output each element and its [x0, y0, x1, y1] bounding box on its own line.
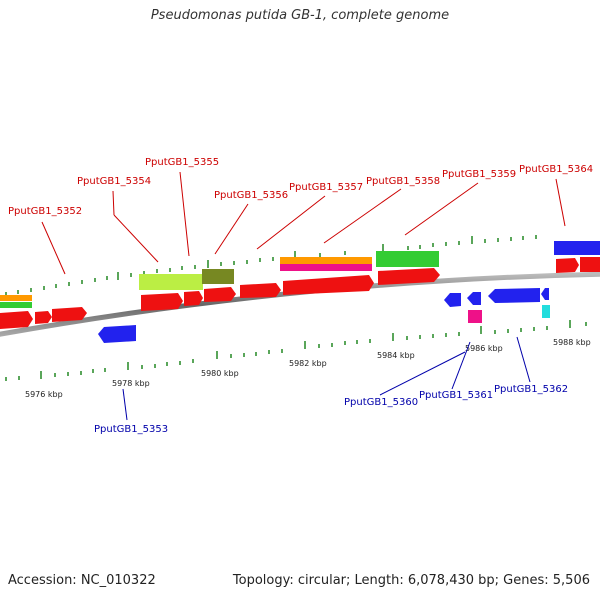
scale-label-5978: 5978 kbp: [112, 379, 150, 388]
scale-label-5980: 5980 kbp: [201, 369, 239, 378]
feature-blue-top[interactable]: [554, 241, 600, 255]
gene-label-5356[interactable]: PputGB1_5356: [214, 190, 288, 201]
cds-arrow-reverse[interactable]: [444, 293, 461, 307]
cds-arrow-reverse[interactable]: [541, 288, 549, 300]
gene-label-5359[interactable]: PputGB1_5359: [442, 169, 516, 180]
lower-tick-track: [5, 320, 587, 381]
scale-label-5976: 5976 kbp: [25, 390, 63, 399]
bottom-gene-labels: PputGB1_5353 PputGB1_5360 PputGB1_5361 P…: [94, 384, 568, 435]
scale-labels: 5976 kbp 5978 kbp 5980 kbp 5982 kbp 5984…: [25, 338, 591, 399]
top-strand-features: [0, 241, 600, 329]
cds-arrow[interactable]: [283, 275, 374, 295]
gene-label-5352[interactable]: PputGB1_5352: [8, 206, 82, 217]
feature-orange[interactable]: [280, 257, 372, 264]
gene-label-5357[interactable]: PputGB1_5357: [289, 182, 363, 193]
feature-lightgreen[interactable]: [139, 274, 203, 290]
map-title: Pseudomonas putida GB-1, complete genome: [150, 8, 450, 23]
gene-label-5353[interactable]: PputGB1_5353: [94, 424, 168, 435]
gene-label-5364[interactable]: PputGB1_5364: [519, 164, 593, 175]
gene-label-5358[interactable]: PputGB1_5358: [366, 176, 440, 187]
cds-arrow-reverse[interactable]: [488, 288, 540, 303]
cds-arrow[interactable]: [204, 287, 236, 302]
feature-green[interactable]: [376, 251, 439, 267]
cds-arrow[interactable]: [184, 291, 203, 306]
scale-label-5982: 5982 kbp: [289, 359, 327, 368]
top-gene-labels: PputGB1_5352 PputGB1_5354 PputGB1_5355 P…: [8, 157, 593, 217]
genome-summary-text: Topology: circular; Length: 6,078,430 bp…: [232, 573, 590, 588]
top-label-leaders: [41, 171, 566, 275]
gene-label-5361[interactable]: PputGB1_5361: [419, 390, 493, 401]
cds-arrow[interactable]: [580, 257, 600, 272]
scale-label-5986: 5986 kbp: [465, 344, 503, 353]
gene-label-5355[interactable]: PputGB1_5355: [145, 157, 219, 168]
cds-arrow[interactable]: [556, 258, 579, 273]
gene-label-5362[interactable]: PputGB1_5362: [494, 384, 568, 395]
feature-magenta[interactable]: [280, 264, 372, 271]
bottom-label-leaders: [122, 336, 531, 421]
feature-cyan-small[interactable]: [542, 305, 550, 318]
feature-magenta-small[interactable]: [468, 310, 482, 323]
cds-arrow[interactable]: [52, 307, 87, 322]
upper-tick-track: [5, 235, 537, 296]
feature-orange-left[interactable]: [0, 295, 32, 301]
scale-label-5984: 5984 kbp: [377, 351, 415, 360]
gene-label-5354[interactable]: PputGB1_5354: [77, 176, 151, 187]
cds-arrow[interactable]: [0, 311, 33, 329]
cds-arrow[interactable]: [378, 268, 440, 285]
feature-olive[interactable]: [202, 269, 234, 284]
accession-text: Accession: NC_010322: [8, 573, 156, 588]
cds-arrow[interactable]: [141, 293, 183, 311]
cds-arrow-reverse[interactable]: [467, 292, 481, 305]
cds-arrow-reverse[interactable]: [98, 325, 136, 343]
cds-arrow[interactable]: [35, 311, 52, 324]
gene-label-5360[interactable]: PputGB1_5360: [344, 397, 418, 408]
cds-arrow[interactable]: [240, 283, 281, 298]
scale-label-5988: 5988 kbp: [553, 338, 591, 347]
bottom-strand-features: [98, 288, 550, 343]
feature-green-left[interactable]: [0, 302, 32, 308]
